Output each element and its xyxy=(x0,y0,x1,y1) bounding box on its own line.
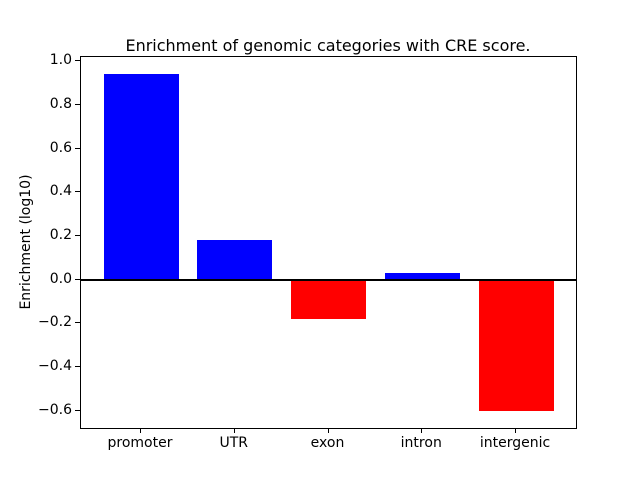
bar-intergenic xyxy=(478,279,554,411)
x-tick-label-intron: intron xyxy=(400,435,442,451)
y-tick-mark xyxy=(75,147,80,149)
bar-exon xyxy=(291,279,366,319)
y-tick-mark xyxy=(75,191,80,193)
chart-title: Enrichment of genomic categories with CR… xyxy=(125,36,531,55)
y-tick-label: 0.8 xyxy=(49,96,72,112)
x-tick-mark xyxy=(327,428,329,433)
zero-line xyxy=(81,278,576,281)
x-tick-label-UTR: UTR xyxy=(219,435,249,451)
x-tick-label-promoter: promoter xyxy=(107,435,173,451)
x-tick-mark xyxy=(515,428,516,433)
y-tick-label: 0.6 xyxy=(49,139,72,156)
y-tick-mark xyxy=(75,60,80,62)
x-tick-label-exon: exon xyxy=(310,435,345,451)
plot-area xyxy=(80,56,577,429)
y-tick-mark xyxy=(75,278,80,280)
y-tick-mark xyxy=(75,104,80,105)
y-tick-label: −0.4 xyxy=(38,357,72,374)
y-tick-label: −0.2 xyxy=(38,314,72,331)
y-tick-label: −0.6 xyxy=(38,401,72,418)
y-tick-label: 1.0 xyxy=(49,52,72,69)
y-tick-mark xyxy=(75,365,80,367)
x-tick-mark xyxy=(421,428,423,433)
y-tick-label: 0.2 xyxy=(49,226,72,243)
bar-intron xyxy=(384,273,460,280)
y-tick-label: 0.0 xyxy=(49,270,72,287)
bar-UTR xyxy=(197,240,273,280)
y-tick-mark xyxy=(75,234,80,236)
x-tick-mark xyxy=(140,428,141,433)
y-tick-mark xyxy=(75,409,80,411)
x-tick-mark xyxy=(233,428,235,433)
x-tick-label-intergenic: intergenic xyxy=(479,435,551,451)
bar-promoter xyxy=(103,74,179,280)
y-tick-mark xyxy=(75,322,80,324)
y-tick-label: 0.4 xyxy=(49,183,72,200)
